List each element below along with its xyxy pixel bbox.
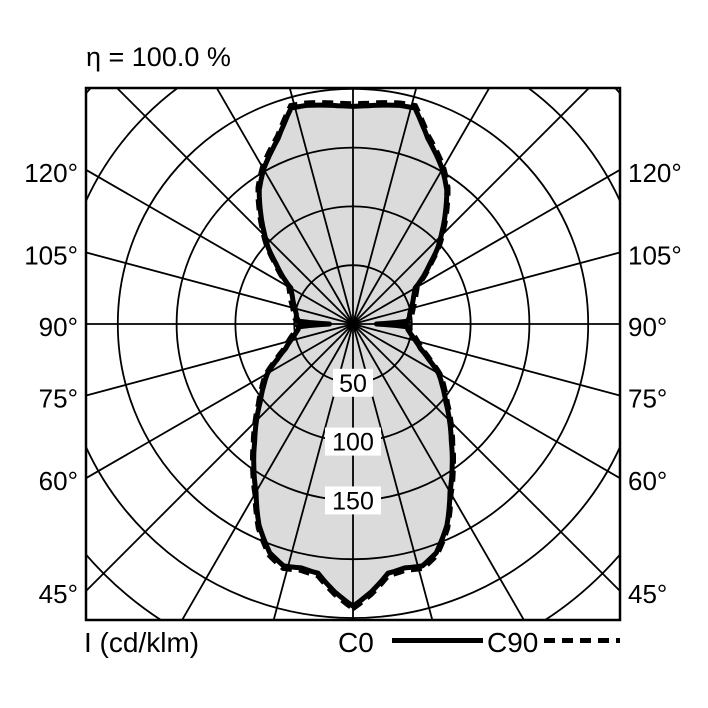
angle-label-right-45: 45°	[628, 579, 667, 609]
grid-ray-285	[86, 323, 354, 397]
angle-label-left-90: 90°	[39, 312, 78, 342]
legend-label-c90: C90	[487, 627, 539, 658]
radial-tick-label-50: 50	[339, 370, 367, 398]
c0-curve	[251, 102, 455, 609]
legend-solid-line-swatch	[392, 638, 483, 643]
angle-label-left-60: 60°	[39, 466, 78, 496]
intensity-unit-label: I (cd/klm)	[84, 627, 200, 658]
radial-tick-box-150	[325, 486, 381, 515]
angle-label-right-105: 105°	[628, 240, 682, 270]
angle-label-left-75: 75°	[39, 384, 78, 414]
efficiency-title: η = 100.0 %	[86, 42, 231, 72]
radial-tick-box-100	[325, 427, 381, 456]
grid-ray-195	[288, 88, 354, 325]
grid-ray-105	[352, 251, 620, 325]
grid-ray-315	[86, 323, 354, 593]
grid-ray-60	[352, 323, 620, 480]
angle-label-right-75: 75°	[628, 384, 667, 414]
legend-dashed-line-swatch	[544, 638, 620, 643]
grid-ray-225	[115, 88, 354, 325]
angle-label-right-120: 120°	[628, 158, 682, 188]
grid-ray-75	[352, 323, 620, 397]
angle-label-right-60: 60°	[628, 466, 667, 496]
radial-tick-label-150: 150	[332, 487, 374, 515]
grid-ray-255	[86, 251, 354, 325]
radial-tick-label-100: 100	[332, 429, 374, 457]
grid-ray-135	[352, 88, 591, 325]
grid-ray-300	[86, 323, 354, 480]
radial-tick-box-50	[333, 368, 373, 397]
grid-ray-210	[215, 88, 354, 325]
angle-label-left-120: 120°	[24, 158, 78, 188]
grid-ray-30	[352, 323, 525, 620]
angle-label-left-105: 105°	[24, 240, 78, 270]
plot-frame	[84, 86, 622, 622]
angle-label-right-90: 90°	[628, 312, 667, 342]
grid-ray-150	[352, 88, 491, 325]
grid-ray-330	[181, 323, 354, 620]
angle-label-left-45: 45°	[39, 579, 78, 609]
grid-ray-165	[352, 88, 418, 325]
legend-label-c0: C0	[338, 627, 374, 658]
grid-ray-45	[352, 323, 620, 593]
